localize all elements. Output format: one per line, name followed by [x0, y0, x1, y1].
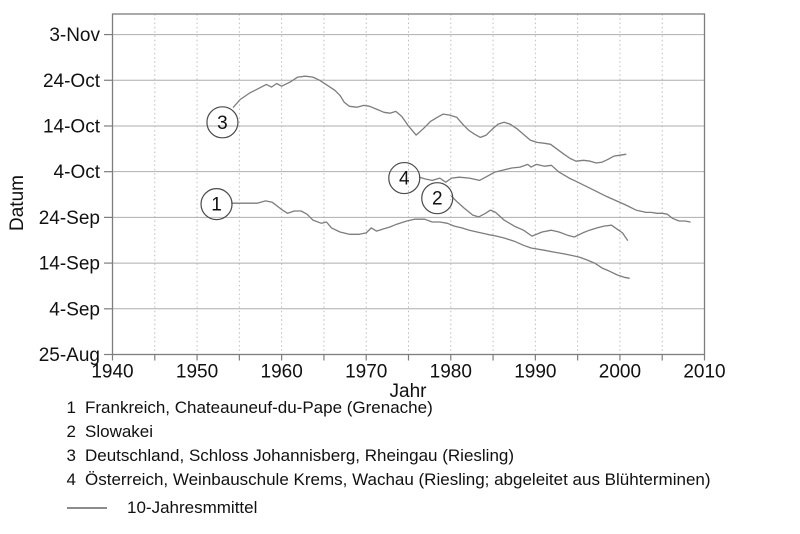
series-line-3: [232, 75, 627, 164]
legend-item-3: 3 Deutschland, Schloss Johannisberg, Rhe…: [60, 444, 711, 468]
legend: 1 Frankreich, Chateauneuf-du-Pape (Grena…: [60, 396, 711, 520]
x-tick-label: 2010: [683, 362, 725, 383]
series-line-1: [231, 200, 630, 279]
x-tick-label: 1950: [176, 362, 218, 383]
series-marker-circle-1: [200, 188, 233, 221]
y-tick-label: 4-Sep: [49, 299, 100, 320]
legend-item-1: 1 Frankreich, Chateauneuf-du-Pape (Grena…: [60, 396, 711, 420]
legend-item-number: 2: [66, 422, 76, 441]
x-tick-label: 1960: [261, 362, 303, 383]
series-marker-circle-3: [206, 106, 239, 139]
y-tick-label: 14-Sep: [39, 254, 100, 275]
y-tick-label: 3-Nov: [49, 25, 100, 46]
y-tick-label: 24-Oct: [43, 71, 101, 92]
y-axis-title: Datum: [7, 175, 28, 231]
series-marker-circle-4: [388, 161, 421, 195]
x-tick-label: 1990: [514, 362, 556, 383]
series-marker-number-1: 1: [211, 195, 222, 216]
series-marker-circle-2: [421, 182, 454, 215]
legend-item-number: 4: [66, 470, 76, 489]
x-axis-title: Jahr: [389, 381, 427, 402]
y-tick-label: 24-Sep: [39, 208, 100, 229]
series-line-2: [450, 195, 629, 241]
legend-item-2: 2 Slowakei: [60, 420, 711, 444]
y-tick-label: 4-Oct: [54, 162, 101, 183]
y-tick-label: 25-Aug: [39, 345, 100, 366]
x-tick-label: 1970: [345, 362, 387, 383]
legend-item-4: 4 Österreich, Weinbauschule Krems, Wacha…: [60, 468, 711, 492]
legend-item-label: Deutschland, Schloss Johannisberg, Rhein…: [85, 446, 515, 465]
line-sample-icon: [67, 507, 107, 509]
x-tick-label: 1980: [430, 362, 472, 383]
x-tick-label: 2000: [599, 362, 641, 383]
series-marker-number-2: 2: [432, 189, 443, 210]
legend-item-number: 3: [66, 446, 76, 465]
y-tick-label: 14-Oct: [43, 116, 101, 137]
series-marker-number-3: 3: [217, 113, 228, 134]
legend-line-label: 10-Jahresmmittel: [127, 498, 258, 517]
x-tick-label: 1940: [91, 362, 133, 383]
legend-item-label: Slowakei: [85, 422, 154, 441]
series-marker-number-4: 4: [399, 169, 410, 190]
legend-item-label: Frankreich, Chateauneuf-du-Pape (Grenach…: [85, 398, 433, 417]
legend-line-sample-row: 10-Jahresmmittel: [60, 496, 711, 520]
legend-item-number: 1: [66, 398, 76, 417]
legend-item-label: Österreich, Weinbauschule Krems, Wachau …: [85, 470, 711, 489]
series-line-4: [418, 163, 691, 223]
